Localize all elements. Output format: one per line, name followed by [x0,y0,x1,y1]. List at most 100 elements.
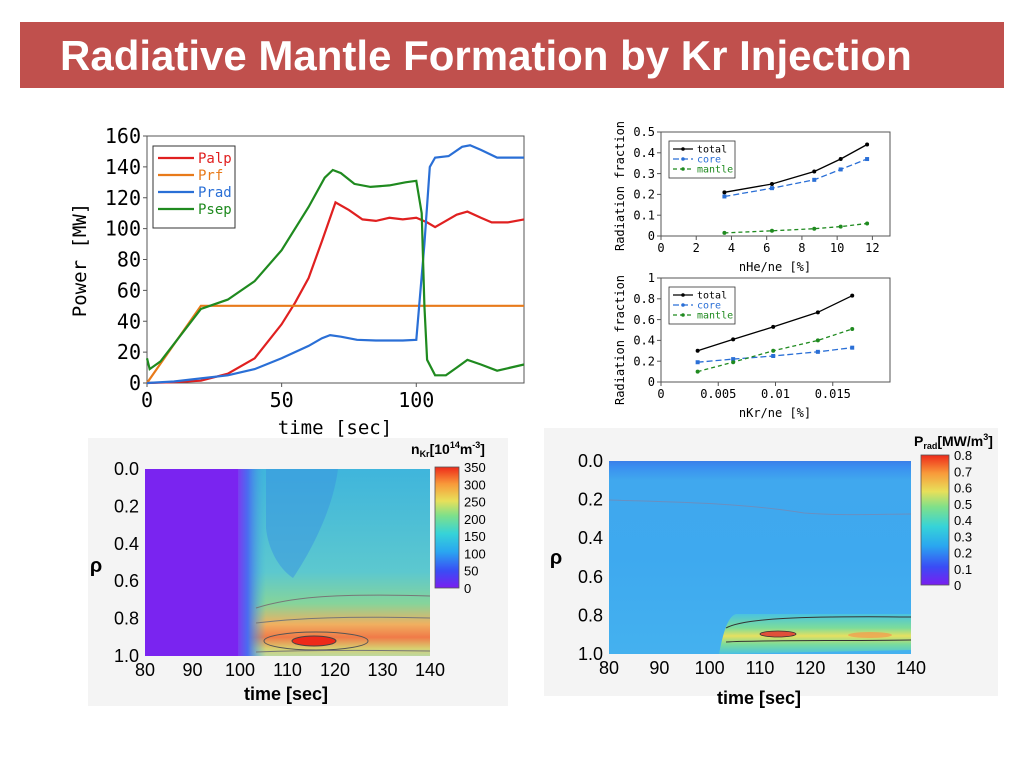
he-series-total-point [722,190,727,195]
nkr-xtick-label: 90 [182,660,202,680]
kr-series-core-point [731,357,736,362]
frac-he-chart: 0 0.1 0.2 0.3 0.4 0.5 0 2 4 6 8 10 12 Radiation fra… [613,121,891,274]
nkr-contour-mid [255,616,431,624]
he-series-core-point [722,194,727,199]
power-ytick-label: 0 [129,371,141,395]
nkr-ytick-label: 0.4 [114,534,139,554]
nkr-colorbar-tick-label: 50 [464,564,478,579]
prad-contour-band [725,616,912,629]
prad-peak-secondary [848,632,892,638]
title-bar: Radiative Mantle Formation by Kr Injecti… [20,22,1004,88]
power-xtick-label: 0 [141,388,153,412]
nkr-transition-front [238,469,266,656]
prad-colorbar-tick-label: 0.7 [954,464,972,479]
frac-kr-y-axis-label: Radiation fraction [613,275,627,405]
kr-ytick-label: 1 [648,271,655,285]
power-x-axis-label: time [sec] [278,417,392,439]
kr-series-mantle-point [815,338,820,343]
frac-he-y-axis-label: Radiation fraction [613,121,627,251]
nkr-core-low-region [266,469,338,578]
he-series-total-point [838,157,843,162]
power-ytick-label: 100 [105,217,141,241]
he-series-mantle-point [838,224,843,229]
prad-colorbar-tick-label: 0.5 [954,497,972,512]
power-y-axis-label: Power [MW] [69,203,91,317]
legend-marker-core [681,303,685,307]
prad-colorbar-tick-label: 0.3 [954,529,972,544]
nkr-colorbar-tick-label: 350 [464,460,486,475]
nkr-heatmap-chart: 80 90 100 110 120 130 140 0.0 0.2 0.4 0.6 0.8 1.0 t… [90,440,486,704]
prad-colorbar [920,454,950,586]
nkr-contour-upper [255,594,431,609]
power-series-Psep-line [145,168,525,377]
kr-series-total-point [850,293,855,298]
legend-label-Prad: Prad [198,185,232,201]
legend-label-mantle: mantle [697,311,733,322]
power-ytick-label: 140 [105,155,141,179]
nkr-ytick-label: 0.0 [114,459,139,479]
kr-series-mantle-point [850,326,855,331]
he-xtick-label: 0 [657,241,664,255]
nkr-colorbar-tick-label: 150 [464,529,486,544]
power-xtick-label: 50 [270,388,294,412]
prad-x-axis-label: time [sec] [717,688,801,708]
he-series-total-point [812,169,817,174]
kr-series-core-point [850,345,855,350]
he-series-core-point [769,186,774,191]
legend-label-Prf: Prf [198,168,223,184]
nkr-ytick-label: 0.6 [114,571,139,591]
prad-ytick-label: 0.2 [578,490,603,510]
prad-ytick-label: 0.4 [578,528,603,548]
prad-ytick-label: 1.0 [578,644,603,664]
prad-xtick-label: 80 [599,658,619,678]
legend-label-Palp: Palp [198,151,232,167]
he-ytick-label: 0.5 [633,125,655,139]
kr-xtick-label: 0.015 [815,387,851,401]
nkr-y-axis-label: ρ [90,555,102,577]
kr-ytick-label: 0.8 [633,292,655,306]
slide-title: Radiative Mantle Formation by Kr Injecti… [60,32,912,79]
power-series-Palp-line [146,200,525,385]
nkr-xtick-label: 130 [367,660,397,680]
kr-series-core-point [695,360,700,365]
he-series-total-point [769,182,774,186]
nkr-xtick-label: 140 [415,660,445,680]
he-xtick-label: 8 [798,241,805,255]
nkr-xtick-label: 80 [135,660,155,680]
prad-xtick-label: 90 [649,658,669,678]
prad-xtick-label: 110 [746,658,775,678]
nkr-colorbar [434,466,460,589]
nkr-colorbar-tick-label: 100 [464,546,486,561]
he-ytick-label: 0.4 [633,146,655,160]
power-ytick-label: 20 [117,340,141,364]
nkr-colorbar-title: nKr[1014m-3] [411,440,485,459]
nkr-xtick-label: 120 [320,660,350,680]
prad-colorbar-title: Prad[MW/m3] [914,432,993,451]
kr-series-total-point [815,310,820,315]
nkr-colorbar-tick-label: 300 [464,477,486,492]
prad-xtick-label: 120 [795,658,825,678]
he-ytick-label: 0 [648,229,655,243]
kr-series-mantle-point [695,369,700,374]
he-xtick-label: 4 [728,241,735,255]
prad-xtick-label: 140 [896,658,926,678]
he-series-core-point [812,177,817,182]
he-series-core-point [838,167,843,172]
frac-he-x-axis-label: nHe/ne [%] [739,260,811,274]
nkr-colorbar-tick-label: 0 [464,581,471,596]
power-ytick-label: 120 [105,186,141,210]
prad-peak [759,630,797,638]
he-xtick-label: 6 [763,241,770,255]
prad-colorbar-tick-label: 0 [954,578,961,593]
prad-colorbar-tick-label: 0.8 [954,448,972,463]
nkr-peak-outer [263,631,369,651]
nkr-colorbar-tick-label: 200 [464,512,486,527]
prad-colorbar-tick-label: 0.2 [954,546,972,561]
kr-ytick-label: 0 [648,375,655,389]
he-series-core-point [865,157,870,162]
legend-label-total: total [697,145,727,156]
